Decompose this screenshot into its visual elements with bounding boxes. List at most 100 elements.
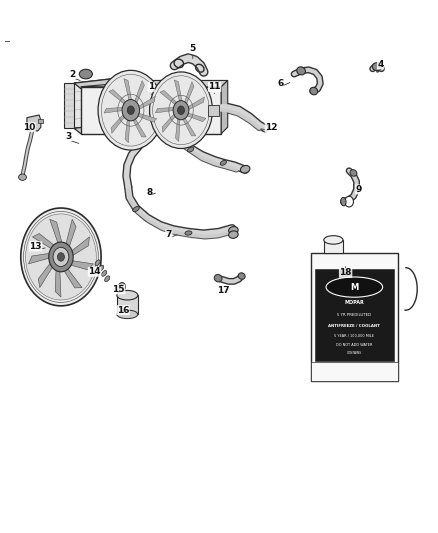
Text: 10: 10	[23, 123, 35, 132]
Circle shape	[119, 282, 126, 291]
Ellipse shape	[350, 169, 357, 176]
Text: 5 YR PREDILUTED: 5 YR PREDILUTED	[337, 313, 371, 317]
Polygon shape	[132, 114, 146, 137]
Ellipse shape	[238, 273, 245, 279]
Ellipse shape	[229, 231, 238, 238]
Text: 3: 3	[65, 132, 71, 141]
Text: 11: 11	[208, 82, 221, 91]
Circle shape	[177, 106, 184, 115]
Text: 13: 13	[29, 242, 42, 251]
Polygon shape	[155, 108, 177, 113]
Circle shape	[98, 70, 163, 150]
Ellipse shape	[220, 160, 226, 165]
Ellipse shape	[133, 206, 139, 212]
Circle shape	[21, 208, 101, 306]
Polygon shape	[145, 75, 151, 126]
Circle shape	[345, 196, 353, 207]
Ellipse shape	[324, 236, 343, 244]
Ellipse shape	[79, 69, 92, 79]
Polygon shape	[125, 115, 130, 143]
Polygon shape	[65, 219, 76, 249]
Text: 5 YEAR / 100,000 MILE: 5 YEAR / 100,000 MILE	[334, 334, 374, 338]
Ellipse shape	[99, 265, 104, 271]
Polygon shape	[27, 115, 41, 131]
Ellipse shape	[326, 277, 383, 297]
Ellipse shape	[185, 231, 192, 235]
Polygon shape	[74, 75, 145, 128]
Bar	[324, 240, 343, 253]
Text: 8: 8	[146, 188, 152, 197]
Text: ANTIFREEZE / COOLANT: ANTIFREEZE / COOLANT	[328, 324, 380, 328]
Polygon shape	[55, 267, 61, 297]
Polygon shape	[184, 112, 206, 122]
Circle shape	[57, 253, 64, 261]
Polygon shape	[104, 108, 127, 113]
Bar	[38, 119, 43, 123]
Polygon shape	[63, 266, 82, 288]
Text: 6: 6	[277, 78, 283, 87]
Text: 4: 4	[378, 60, 384, 69]
Text: 2: 2	[70, 70, 76, 78]
Polygon shape	[134, 112, 157, 122]
Polygon shape	[64, 83, 74, 128]
Polygon shape	[182, 114, 196, 136]
Polygon shape	[68, 260, 93, 270]
Polygon shape	[111, 113, 128, 133]
Text: M: M	[350, 282, 358, 292]
Text: 17: 17	[217, 286, 230, 295]
Text: CONTAINS: CONTAINS	[347, 351, 362, 356]
Text: 9: 9	[356, 185, 362, 194]
Text: 1: 1	[148, 82, 155, 91]
Polygon shape	[74, 120, 151, 134]
Polygon shape	[183, 82, 194, 107]
Text: 5: 5	[190, 44, 196, 53]
Polygon shape	[109, 90, 128, 107]
Polygon shape	[176, 115, 180, 141]
Bar	[315, 269, 394, 361]
Ellipse shape	[102, 271, 107, 276]
Polygon shape	[74, 75, 151, 88]
Circle shape	[53, 247, 69, 266]
Polygon shape	[81, 80, 228, 87]
Text: 12: 12	[265, 123, 278, 132]
Ellipse shape	[297, 67, 305, 75]
Ellipse shape	[229, 227, 238, 234]
Polygon shape	[81, 87, 221, 134]
Ellipse shape	[240, 165, 250, 173]
Polygon shape	[32, 233, 56, 250]
Circle shape	[49, 242, 73, 272]
Polygon shape	[28, 253, 52, 264]
Ellipse shape	[117, 310, 138, 319]
Text: 15: 15	[112, 285, 125, 294]
Ellipse shape	[117, 290, 138, 300]
Circle shape	[127, 106, 134, 115]
Text: 14: 14	[88, 268, 101, 276]
Ellipse shape	[95, 260, 100, 265]
Text: 18: 18	[339, 269, 352, 277]
Bar	[311, 362, 398, 381]
Polygon shape	[133, 80, 145, 107]
Polygon shape	[174, 80, 182, 106]
Text: 7: 7	[166, 230, 172, 239]
Bar	[117, 295, 138, 314]
Polygon shape	[160, 91, 178, 107]
Text: MOPAR: MOPAR	[344, 300, 364, 305]
Polygon shape	[70, 237, 89, 257]
Bar	[311, 253, 398, 381]
Circle shape	[25, 214, 96, 300]
Ellipse shape	[372, 62, 382, 70]
Ellipse shape	[187, 147, 194, 152]
Ellipse shape	[310, 87, 318, 95]
Ellipse shape	[214, 274, 222, 282]
Text: DO NOT ADD WATER: DO NOT ADD WATER	[336, 343, 373, 347]
Ellipse shape	[341, 197, 346, 206]
Circle shape	[122, 100, 140, 121]
Polygon shape	[124, 79, 132, 106]
Circle shape	[150, 72, 212, 149]
Bar	[208, 105, 219, 116]
Polygon shape	[184, 97, 205, 110]
Polygon shape	[49, 219, 63, 246]
Polygon shape	[38, 261, 54, 288]
Polygon shape	[134, 96, 155, 110]
Polygon shape	[221, 80, 228, 134]
